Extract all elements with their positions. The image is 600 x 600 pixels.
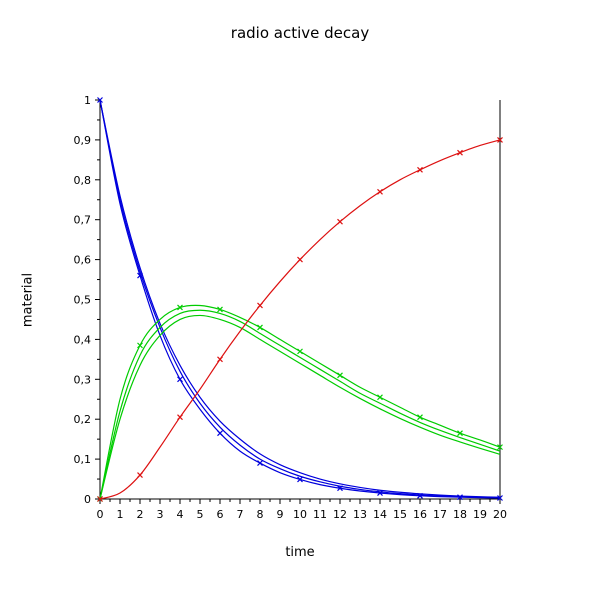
data-point-marker [497,136,503,143]
data-point-marker [217,430,223,437]
data-point-marker [177,414,183,421]
data-point-marker [297,348,303,355]
data-point-marker [297,256,303,263]
series-line-0 [99,99,501,499]
x-tick-label: 15 [393,508,407,521]
x-tick-label: 11 [313,508,327,521]
data-point-marker [137,272,143,279]
data-point-marker [377,394,383,401]
x-tick-label: 20 [493,508,507,521]
chart-title: radio active decay [230,24,370,42]
data-point-marker [457,430,463,437]
x-tick-label: 5 [197,508,204,521]
series-markers [97,97,503,502]
data-point-marker [257,324,263,331]
data-point-marker [217,306,223,313]
data-point-marker [217,356,223,363]
data-point-marker [417,492,423,499]
data-point-marker [377,490,383,496]
series-line-4 [99,309,501,500]
data-point-marker [337,372,343,379]
x-tick-label: 3 [157,508,164,521]
data-point-marker [97,97,103,103]
y-tick-label: 0,8 [74,174,92,187]
data-point-marker [137,472,143,478]
data-point-marker [337,218,343,225]
x-tick-label: 12 [333,508,347,521]
data-point-marker [457,149,463,156]
x-tick-label: 10 [293,508,307,521]
x-tick-label: 14 [373,508,387,521]
x-tick-label: 2 [137,508,144,521]
y-tick-label: 0,3 [74,373,92,386]
data-point-marker [137,342,143,349]
y-tick-label: 0,5 [74,294,92,307]
x-tick-label: 17 [433,508,447,521]
y-tick-label: 0 [84,493,91,506]
data-point-marker [97,496,103,502]
data-point-marker [457,494,463,501]
data-point-marker [177,376,183,383]
data-point-marker [377,188,383,195]
data-point-marker [257,460,263,467]
y-tick-label: 0,2 [74,413,92,426]
x-tick-label: 7 [237,508,244,521]
x-tick-label: 18 [453,508,467,521]
x-tick-label: 0 [97,508,104,521]
y-tick-label: 0,4 [74,333,92,346]
data-point-marker [257,302,263,309]
data-point-marker [337,485,343,492]
series-line-5 [99,314,501,500]
y-tick-label: 0,7 [74,214,92,227]
x-tick-label: 16 [413,508,427,521]
x-tick-label: 19 [473,508,487,521]
data-point-marker [297,476,303,483]
x-tick-label: 6 [217,508,224,521]
data-point-marker [417,166,423,173]
data-point-marker [177,304,183,311]
data-point-marker [497,495,503,501]
y-tick-label: 0,1 [74,453,92,466]
y-tick-label: 1 [84,94,91,107]
x-tick-label: 1 [117,508,124,521]
data-point-marker [497,444,503,451]
x-axis-label: time [285,545,315,560]
tick-labels: 0 1 2 3 4 5 6 7 8 9 10 11 12 13 14 15 16 17 18 19 2000,10,20… [74,94,508,521]
axes [95,99,501,504]
series-line-2 [99,99,501,498]
series-lines [99,99,501,500]
x-tick-label: 13 [353,508,367,521]
series-line-1 [99,99,501,499]
x-tick-label: 9 [277,508,284,521]
x-tick-label: 4 [177,508,184,521]
y-tick-label: 0,6 [74,254,92,267]
y-tick-label: 0,9 [74,134,92,147]
data-point-marker [417,414,423,421]
x-tick-label: 8 [257,508,264,521]
